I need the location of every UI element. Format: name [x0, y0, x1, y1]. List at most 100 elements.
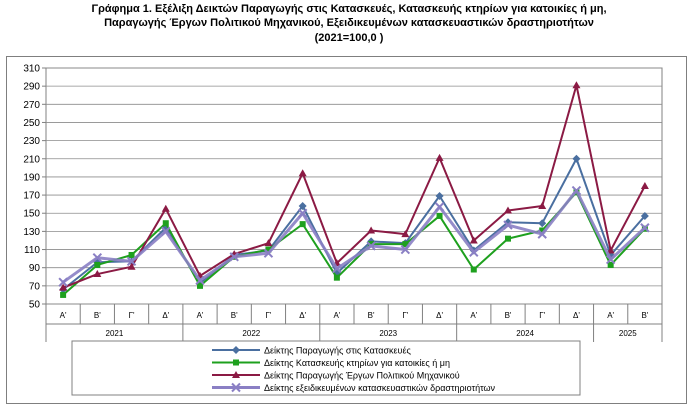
- y-tick-label: 90: [29, 263, 41, 274]
- x-year-label: 2021: [106, 329, 124, 338]
- x-marker-stroke: [58, 277, 68, 287]
- x-tick-label: Δ': [299, 311, 306, 320]
- plot-area: [45, 67, 663, 305]
- data-point: [572, 154, 581, 163]
- x-marker-stroke: [161, 226, 171, 237]
- x-tick-label: Γ': [402, 311, 408, 320]
- data-point: [127, 262, 136, 270]
- series-line: [62, 84, 646, 289]
- y-tick-label: 250: [23, 118, 40, 129]
- y-tick-label: 270: [23, 100, 40, 111]
- x-marker-stroke: [92, 253, 103, 263]
- data-point: [332, 263, 342, 274]
- x-tick-label: Β': [94, 311, 101, 320]
- series-line: [62, 189, 646, 284]
- x-marker-stroke: [469, 247, 479, 257]
- data-point: [435, 153, 444, 161]
- data-point: [60, 291, 67, 298]
- x-marker-stroke: [231, 382, 241, 393]
- data-point: [401, 230, 410, 238]
- data-point: [92, 253, 103, 263]
- data-point: [435, 191, 444, 200]
- data-point: [333, 274, 340, 281]
- data-point: [607, 261, 614, 268]
- y-tick-label: 170: [23, 191, 40, 202]
- data-point: [161, 226, 171, 237]
- data-point: [640, 182, 649, 189]
- data-point: [572, 81, 581, 89]
- data-point: [58, 277, 68, 287]
- data-point: [162, 220, 169, 227]
- data-point: [538, 219, 547, 228]
- data-point: [538, 201, 547, 209]
- x-marker-stroke: [537, 229, 547, 239]
- data-point: [470, 266, 477, 273]
- data-point: [367, 226, 376, 234]
- chart-title-line-2: Παραγωγής Έργων Πολιτικού Μηχανικού, Εξε…: [104, 17, 594, 29]
- x-tick-label: Β': [368, 311, 375, 320]
- data-point: [368, 241, 375, 248]
- data-point: [537, 229, 547, 239]
- data-point: [126, 256, 137, 267]
- data-point: [400, 244, 411, 255]
- x-tick-label: Α': [607, 311, 614, 320]
- legend-label: Δείκτης Παραγωγής Έργων Πολιτικού Μηχανι…: [264, 371, 460, 381]
- x-tick-label: Β': [231, 311, 238, 320]
- y-tick-label: 290: [23, 82, 40, 93]
- y-tick-label: 190: [23, 172, 40, 183]
- x-tick-label: Α': [60, 311, 67, 320]
- data-point: [469, 236, 478, 244]
- x-axis: Α' Β' Γ' Δ' Α' Β' Γ' Δ' Α' Β' Γ' Δ' Α' Β' Γ' Δ' Α' Β' 2021…: [45, 304, 663, 342]
- data-point: [505, 235, 511, 242]
- x-marker-stroke: [229, 252, 239, 262]
- data-point: [469, 247, 479, 257]
- y-tick-label: 310: [23, 64, 40, 75]
- legend-label: Δείκτης εξειδικευμένων κατασκευαστικών δ…: [264, 383, 496, 393]
- x-marker-stroke: [605, 254, 616, 265]
- data-point: [640, 211, 649, 220]
- x-tick-label: Γ': [129, 311, 135, 320]
- x-tick-label: Α': [197, 311, 204, 320]
- data-point: [94, 261, 101, 268]
- y-tick-label: 150: [23, 209, 40, 220]
- data-point: [366, 241, 376, 251]
- x-tick-label: Γ': [539, 311, 545, 320]
- data-point: [504, 206, 512, 214]
- legend-swatch-marker: [233, 359, 239, 366]
- x-marker-stroke: [366, 241, 376, 251]
- x-tick-label: Α': [333, 311, 340, 320]
- data-point: [59, 283, 68, 291]
- data-point: [298, 169, 307, 177]
- x-marker-stroke: [126, 256, 137, 267]
- legend-swatch-marker: [232, 371, 240, 378]
- data-point: [197, 282, 203, 289]
- x-tick-label: Δ': [573, 311, 580, 320]
- y-tick-label: 110: [24, 245, 40, 256]
- x-year-label: 2025: [619, 329, 637, 338]
- data-point: [264, 239, 273, 247]
- x-tick-label: Β': [641, 311, 648, 320]
- x-marker-stroke: [571, 185, 582, 196]
- data-point: [539, 227, 546, 234]
- legend-swatch-marker: [231, 382, 241, 393]
- data-point: [640, 223, 650, 233]
- x-marker-stroke: [640, 223, 650, 233]
- data-point: [93, 270, 102, 278]
- data-point: [606, 246, 615, 254]
- data-point: [434, 202, 445, 212]
- y-tick-label: 50: [29, 300, 41, 311]
- data-point: [297, 208, 308, 218]
- chart-frame: [6, 56, 687, 404]
- x-tick-label: Δ': [436, 311, 443, 320]
- legend-label: Δείκτης Παραγωγής στις Κατασκευές: [264, 346, 411, 356]
- legend-box: [71, 340, 581, 396]
- series-4: [58, 185, 650, 287]
- x-marker-stroke: [263, 248, 274, 258]
- x-year-label: 2023: [379, 329, 397, 338]
- legend-label: Δείκτης Κατασκευής κτηρίων για κατοικίες…: [264, 358, 450, 368]
- data-point: [298, 201, 307, 210]
- data-point: [299, 221, 306, 228]
- data-point: [605, 254, 616, 265]
- x-marker-stroke: [195, 275, 205, 286]
